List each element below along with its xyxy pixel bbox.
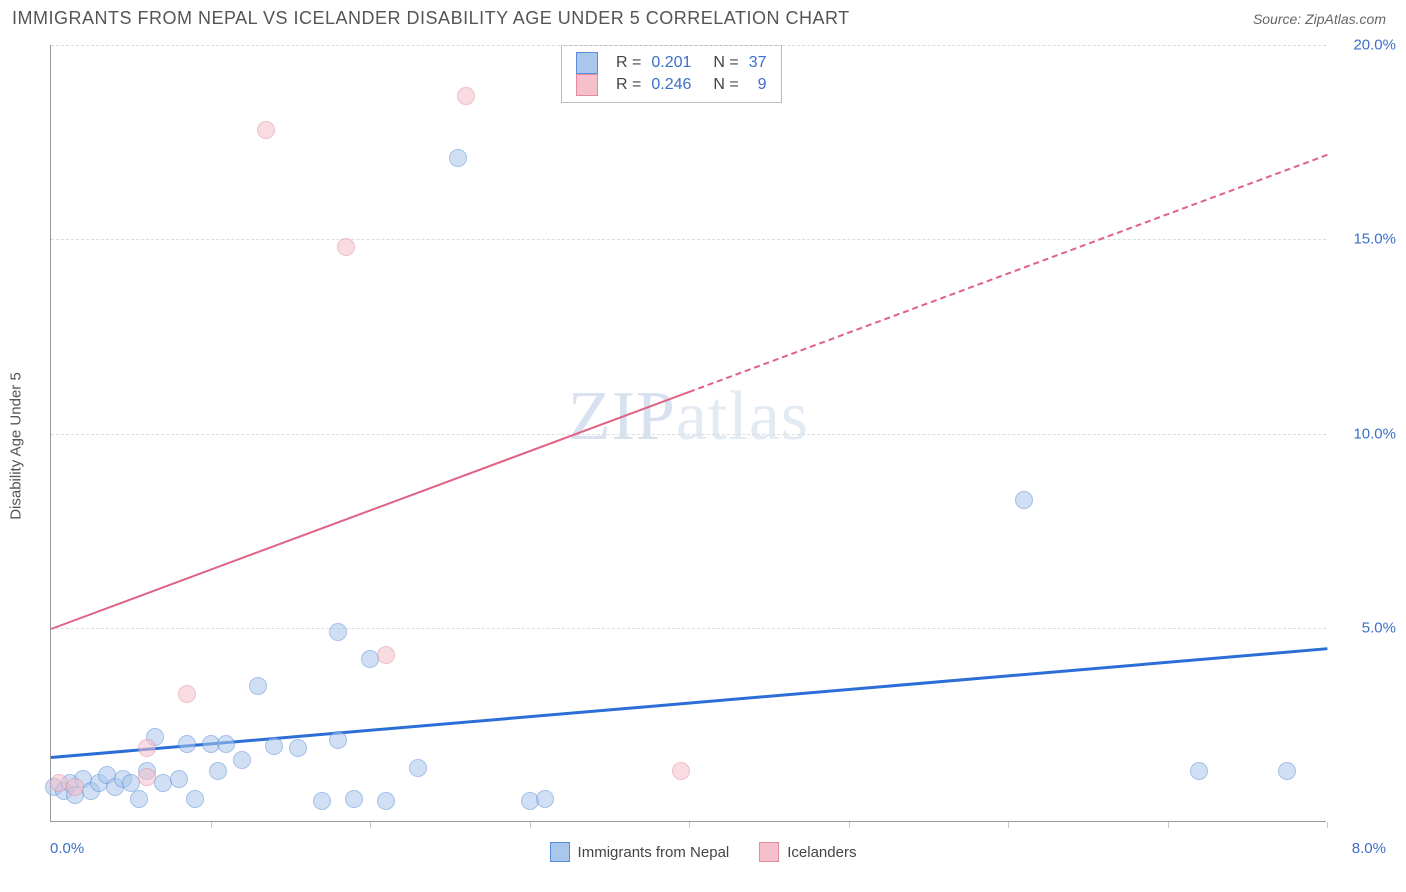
scatter-point (1015, 491, 1033, 509)
x-tick-mark (1168, 822, 1169, 828)
scatter-point (672, 762, 690, 780)
scatter-point (130, 790, 148, 808)
scatter-point (1278, 762, 1296, 780)
x-tick-mark (1008, 822, 1009, 828)
scatter-point (329, 623, 347, 641)
y-axis-label: Disability Age Under 5 (8, 372, 25, 520)
scatter-point (289, 739, 307, 757)
stat-r-label: R = (616, 76, 641, 94)
x-tick-mark (211, 822, 212, 828)
scatter-point (178, 735, 196, 753)
x-tick-mark (530, 822, 531, 828)
x-tick-mark (1327, 822, 1328, 828)
scatter-point (178, 685, 196, 703)
y-tick-label: 15.0% (1336, 231, 1396, 248)
source-prefix: Source: (1253, 11, 1305, 27)
source-label: Source: ZipAtlas.com (1253, 11, 1386, 27)
scatter-point (1190, 762, 1208, 780)
x-tick-mark (689, 822, 690, 828)
stats-row: R = 0.246 N = 9 (576, 74, 767, 96)
y-tick-label: 20.0% (1336, 37, 1396, 54)
scatter-point (377, 792, 395, 810)
legend-label: Icelanders (787, 844, 856, 861)
scatter-point (233, 751, 251, 769)
stat-r-value: 0.201 (651, 54, 691, 72)
scatter-point (345, 790, 363, 808)
gridline-horizontal (51, 239, 1326, 240)
scatter-point (457, 87, 475, 105)
legend-swatch (576, 52, 598, 74)
scatter-point (186, 790, 204, 808)
x-tick-mark (849, 822, 850, 828)
scatter-point (409, 759, 427, 777)
y-tick-label: 10.0% (1336, 425, 1396, 442)
scatter-point (313, 792, 331, 810)
scatter-point (329, 731, 347, 749)
stat-n-label: N = (713, 54, 738, 72)
x-tick-mark (370, 822, 371, 828)
stat-n-label: N = (713, 76, 738, 94)
stat-r-value: 0.246 (651, 76, 691, 94)
scatter-point (138, 768, 156, 786)
scatter-point (138, 739, 156, 757)
stats-row: R = 0.201 N = 37 (576, 52, 767, 74)
header: IMMIGRANTS FROM NEPAL VS ICELANDER DISAB… (0, 0, 1406, 33)
gridline-horizontal (51, 434, 1326, 435)
chart-plot-area: ZIPatlas R =0.201N =37R =0.246N = 9 5.0%… (50, 45, 1326, 822)
gridline-horizontal (51, 628, 1326, 629)
scatter-point (66, 778, 84, 796)
y-tick-label: 5.0% (1336, 619, 1396, 636)
stat-n-value: 9 (749, 76, 767, 94)
stat-r-label: R = (616, 54, 641, 72)
trend-line (51, 391, 690, 630)
trend-line (689, 154, 1328, 393)
watermark: ZIPatlas (568, 377, 809, 457)
scatter-point (337, 238, 355, 256)
correlation-stats-box: R = 0.201 N = 37 R = 0.246 N = 9 (561, 45, 782, 103)
scatter-point (257, 121, 275, 139)
scatter-point (536, 790, 554, 808)
scatter-point (265, 737, 283, 755)
stat-n-value: 37 (749, 54, 767, 72)
scatter-point (449, 149, 467, 167)
source-value: ZipAtlas.com (1305, 11, 1386, 27)
chart-title: IMMIGRANTS FROM NEPAL VS ICELANDER DISAB… (12, 8, 850, 29)
gridline-horizontal (51, 45, 1326, 46)
scatter-point (377, 646, 395, 664)
legend-swatch (550, 842, 570, 862)
scatter-point (170, 770, 188, 788)
scatter-point (249, 677, 267, 695)
legend-label: Immigrants from Nepal (578, 844, 730, 861)
legend-item: Immigrants from Nepal (550, 842, 730, 862)
scatter-point (217, 735, 235, 753)
legend-item: Icelanders (759, 842, 856, 862)
legend-swatch (759, 842, 779, 862)
legend-swatch (576, 74, 598, 96)
trend-line (51, 647, 1327, 759)
scatter-point (209, 762, 227, 780)
bottom-legend: Immigrants from Nepal Icelanders (0, 842, 1406, 862)
